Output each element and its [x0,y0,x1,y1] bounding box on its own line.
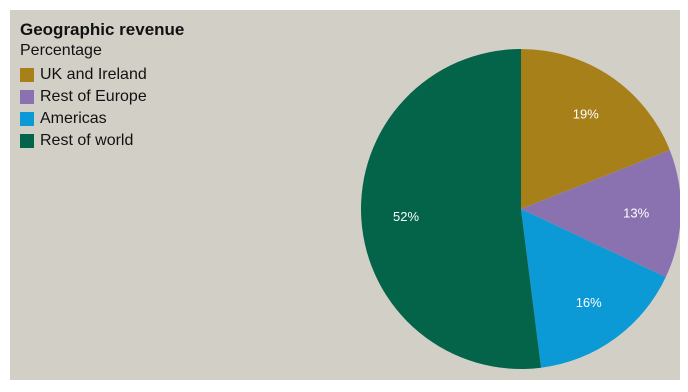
pie-data-label: 13% [623,206,649,221]
legend-swatch [20,68,34,82]
legend-swatch [20,112,34,126]
chart-title: Geographic revenue [20,20,185,39]
pie-data-label: 52% [393,209,419,224]
legend-swatch [20,90,34,104]
pie-data-label: 16% [576,295,602,310]
legend-label: Rest of Europe [40,88,147,105]
pie-slice-americas [521,209,666,368]
legend-item-rest-of-world: Rest of world [20,130,147,152]
chart-subtitle: Percentage [20,42,102,59]
legend: UK and Ireland Rest of Europe Americas R… [20,64,147,152]
legend-item-rest-of-europe: Rest of Europe [20,86,147,108]
legend-item-americas: Americas [20,108,147,130]
legend-label: Americas [40,110,107,127]
chart-panel: Geographic revenue Percentage UK and Ire… [10,10,680,380]
legend-label: UK and Ireland [40,66,147,83]
legend-label: Rest of world [40,132,134,149]
pie-chart: 19% 13% 16% 52% [361,49,680,369]
pie-slice-uk-and-ireland [521,49,670,209]
pie-slice-rest-of-world [361,49,542,369]
pie-data-label: 19% [573,107,599,122]
legend-item-uk-and-ireland: UK and Ireland [20,64,147,86]
pie-slice-rest-of-europe [521,150,680,278]
legend-swatch [20,134,34,148]
